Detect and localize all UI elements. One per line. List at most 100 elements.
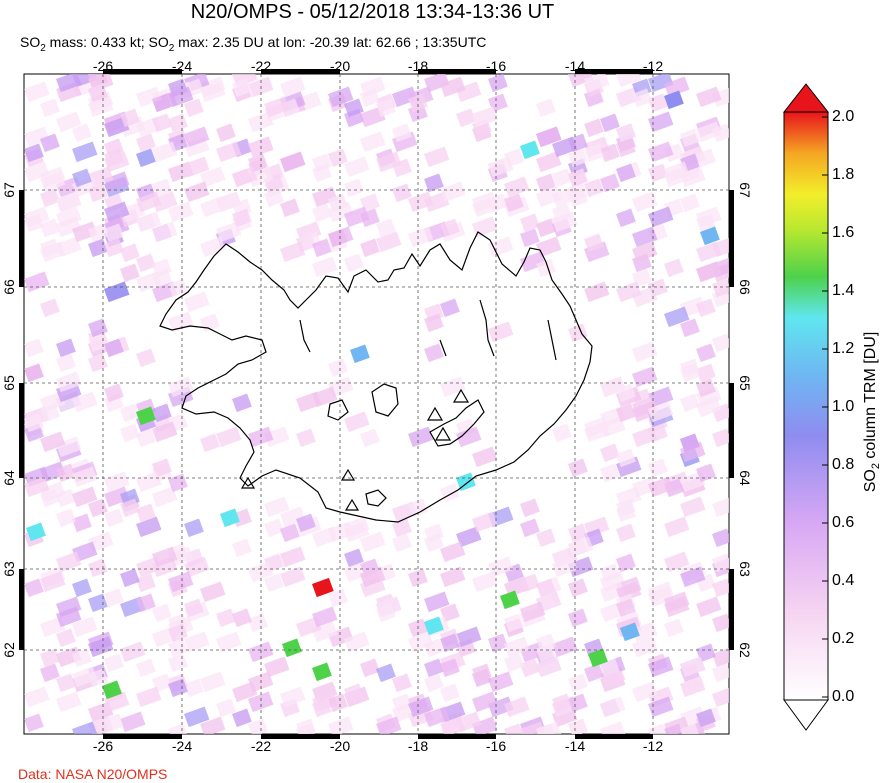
so2-pixel (167, 113, 188, 133)
volcano-icon (344, 498, 360, 511)
so2-pixel (424, 616, 444, 636)
so2-pixel (168, 376, 194, 398)
so2-pixel (680, 723, 700, 734)
so2-pixel (632, 226, 658, 248)
lon-tick-label: -24 (171, 738, 193, 754)
so2-pixel (680, 318, 700, 338)
so2-pixel (56, 606, 82, 628)
so2-pixel (327, 226, 354, 248)
so2-pixel (135, 428, 156, 448)
so2-pixel (56, 436, 82, 458)
so2-pixel (56, 646, 82, 668)
so2-pixel (632, 636, 658, 658)
so2-pixel (120, 568, 140, 588)
so2-pixel (184, 678, 204, 698)
so2-pixel (56, 338, 76, 358)
so2-pixel (39, 133, 60, 153)
so2-pixel (101, 680, 122, 700)
so2-pixel (520, 658, 540, 678)
so2-pixel (424, 343, 444, 363)
so2-pixel (551, 693, 572, 713)
so2-pixel (632, 88, 652, 108)
so2-pixel (56, 74, 82, 93)
so2-pixel (648, 656, 674, 678)
so2-pixel (152, 421, 178, 443)
so2-pixel (248, 613, 268, 633)
so2-pixel (184, 126, 210, 148)
so2-pixel (24, 476, 50, 498)
so2-pixel (103, 281, 130, 303)
so2-pixel (24, 161, 50, 183)
so2-pixel (119, 423, 140, 443)
so2-pixel (40, 481, 66, 503)
so2-pixel (264, 656, 290, 678)
so2-pixel (584, 178, 604, 198)
so2-pixel (232, 608, 252, 628)
so2-pixel (584, 233, 604, 253)
so2-pixel (712, 496, 729, 518)
lat-tick-label: 66 (1, 279, 17, 295)
so2-pixel (439, 218, 460, 238)
so2-pixel (680, 358, 700, 378)
so2-pixel (680, 193, 700, 213)
so2-pixel (168, 638, 188, 658)
so2-pixel (232, 208, 252, 228)
so2-pixel (103, 148, 124, 168)
so2-pixel (264, 518, 284, 538)
so2-pixel (312, 203, 332, 223)
so2-pixel (471, 691, 498, 713)
so2-pixel (231, 708, 252, 728)
so2-pixel (696, 86, 722, 108)
so2-pixel (72, 221, 98, 243)
lat-tick-label: 65 (1, 375, 17, 391)
so2-pixel (72, 466, 98, 488)
so2-pixel (152, 141, 178, 163)
so2-pixel (696, 148, 716, 168)
so2-pixel (232, 538, 252, 558)
so2-pixel (199, 581, 226, 603)
so2-pixel (280, 566, 306, 588)
so2-pixel (600, 173, 620, 193)
so2-pixel (504, 653, 524, 673)
so2-pixel (328, 193, 348, 213)
so2-pixel (167, 678, 188, 698)
so2-pixel (40, 98, 60, 118)
so2-pixel (359, 566, 386, 588)
so2-pixel (392, 86, 418, 108)
so2-pixel (616, 74, 642, 88)
so2-pixel (151, 603, 172, 623)
so2-pixel (72, 666, 98, 688)
so2-pixel (184, 291, 210, 313)
so2-pixel (648, 206, 674, 228)
so2-pixel (520, 213, 540, 233)
lon-tick-label: -22 (250, 58, 272, 74)
so2-pixel (456, 108, 476, 128)
so2-pixel (135, 406, 156, 426)
so2-pixel (471, 511, 498, 533)
so2-pixel (344, 631, 370, 653)
so2-pixel (616, 138, 636, 158)
so2-pixel (407, 631, 434, 653)
so2-pixel (615, 448, 636, 468)
so2-pixel (103, 338, 124, 358)
so2-pixel (584, 118, 604, 138)
so2-pixel (344, 156, 370, 178)
so2-pixel (615, 208, 636, 228)
so2-pixel (712, 528, 729, 548)
so2-pixel (504, 696, 530, 718)
volcano-icon (434, 426, 452, 441)
colorbar-gradient (783, 111, 829, 701)
so2-pixel (71, 616, 98, 638)
so2-pixel (282, 638, 302, 658)
lon-tick-label: -12 (642, 738, 664, 754)
lon-tick-label: -24 (171, 58, 193, 74)
colorbar-tick-label: 1.6 (832, 224, 855, 241)
so2-pixel (616, 281, 642, 303)
so2-pixel (615, 163, 636, 183)
so2-pixel (312, 163, 332, 183)
so2-pixel (120, 263, 140, 283)
so2-pixel (472, 716, 498, 734)
so2-pixel (440, 633, 460, 653)
so2-pixel (439, 716, 466, 734)
so2-pixel (568, 536, 594, 558)
